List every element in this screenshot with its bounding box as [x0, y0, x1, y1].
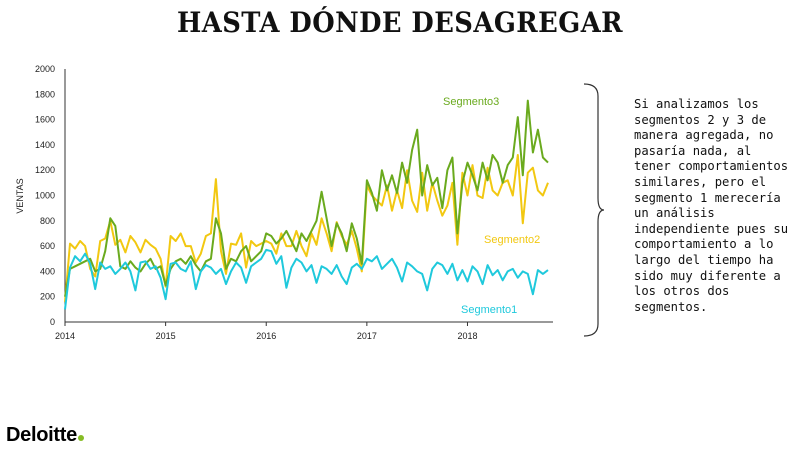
y-tick-label: 200: [40, 292, 55, 302]
chart-axes: 0 200 400 600 800 1000 1200 1400 1600 1800 2000 201…: [15, 64, 553, 341]
series-line-segmento3: [64, 99, 549, 297]
x-tick-label: 2017: [357, 331, 377, 341]
y-tick-label: 600: [40, 241, 55, 251]
y-tick-label: 800: [40, 216, 55, 226]
series-label-segmento1: Segmento1: [461, 304, 517, 316]
y-tick-label: 1000: [35, 191, 55, 201]
chart-series: [64, 99, 549, 310]
x-tick-label: 2015: [156, 331, 176, 341]
annotation-text: Si analizamos los segmentos 2 y 3 de man…: [634, 97, 789, 314]
x-tick-label: 2018: [457, 331, 477, 341]
deloitte-logo: Deloitte: [6, 424, 84, 447]
y-tick-label: 1600: [35, 115, 55, 125]
x-tick-label: 2014: [55, 331, 75, 341]
sales-line-chart: 0 200 400 600 800 1000 1200 1400 1600 1800 2000 201…: [15, 64, 553, 341]
y-tick-label: 1800: [35, 89, 55, 99]
y-tick-label: 1400: [35, 140, 55, 150]
y-tick-label: 0: [50, 317, 55, 327]
series-label-segmento2: Segmento2: [484, 234, 540, 246]
logo-text: Deloitte: [6, 424, 77, 446]
series-line-segmento2: [64, 154, 549, 302]
right-brace: [583, 83, 605, 337]
y-tick-label: 2000: [35, 64, 55, 74]
x-tick-label: 2016: [256, 331, 276, 341]
series-label-segmento3: Segmento3: [443, 96, 499, 108]
y-tick-label: 1200: [35, 165, 55, 175]
y-axis-label: VENTAS: [15, 178, 25, 213]
chart-series-labels: Segmento1 Segmento2 Segmento3: [443, 96, 540, 316]
logo-dot: [77, 435, 84, 441]
series-line-segmento1: [64, 248, 549, 310]
y-tick-label: 400: [40, 266, 55, 276]
page-title: HASTA DÓNDE DESAGREGAR: [176, 6, 624, 39]
